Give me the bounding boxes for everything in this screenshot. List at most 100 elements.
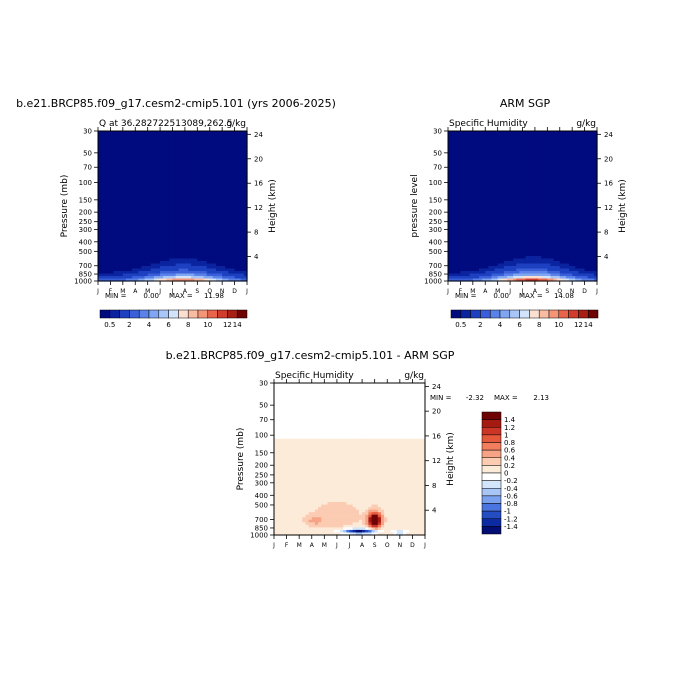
field-cell: [101, 143, 105, 147]
field-cell: [215, 241, 220, 245]
field-cell: [479, 166, 483, 170]
field-cell: [125, 206, 130, 210]
field-cell: [138, 233, 143, 237]
field-cell: [559, 168, 564, 172]
field-cell: [534, 151, 539, 155]
field-cell: [150, 161, 155, 165]
field-cell: [513, 228, 517, 232]
field-cell: [160, 248, 164, 252]
field-cell: [215, 181, 220, 185]
field-cell: [587, 223, 592, 227]
field-cell: [98, 196, 102, 200]
field-cell: [506, 136, 511, 140]
field-cell: [590, 221, 595, 225]
field-cell: [172, 241, 177, 245]
field-cell: [569, 161, 573, 165]
field-cell: [544, 146, 548, 150]
field-cell: [156, 273, 161, 277]
field-cell: [538, 138, 542, 142]
field-cell: [584, 198, 589, 202]
field-cell: [534, 186, 539, 190]
field-cell: [463, 233, 468, 237]
field-cell: [212, 193, 217, 197]
field-cell: [519, 221, 524, 225]
field-cell: [141, 266, 146, 270]
field-cell: [203, 233, 208, 237]
field-cell: [460, 131, 465, 135]
field-cell: [156, 221, 161, 225]
field-cell: [454, 201, 458, 205]
field-cell: [448, 148, 452, 152]
field-cell: [197, 218, 202, 222]
field-cell: [590, 148, 595, 152]
field-cell: [144, 218, 149, 222]
field-cell: [522, 198, 527, 202]
field-cell: [191, 161, 195, 165]
field-cell: [150, 171, 155, 175]
field-cell: [228, 196, 233, 200]
field-cell: [454, 176, 458, 180]
field-cell: [181, 188, 186, 192]
field-cell: [144, 188, 149, 192]
field-cell: [132, 258, 136, 262]
field-cell: [485, 138, 489, 142]
field-cell: [538, 223, 542, 227]
field-cell: [197, 156, 202, 160]
field-cell: [562, 231, 567, 235]
field-cell: [581, 203, 586, 207]
field-cell: [506, 213, 511, 217]
field-cell: [212, 186, 217, 190]
field-cell: [181, 183, 186, 187]
field-cell: [132, 251, 136, 255]
field-cell: [234, 216, 239, 220]
field-cell: [101, 253, 105, 257]
field-cell: [448, 146, 452, 150]
field-cell: [556, 193, 561, 197]
field-cell: [200, 213, 205, 217]
field-cell: [243, 161, 248, 165]
field-cell: [497, 216, 502, 220]
field-cell: [160, 178, 164, 182]
field-cell: [516, 211, 520, 215]
field-cell: [503, 133, 508, 137]
field-cell: [525, 201, 530, 205]
field-cell: [197, 181, 202, 185]
field-cell: [460, 201, 465, 205]
field-cell: [119, 236, 124, 240]
field-cell: [525, 203, 530, 207]
field-cell: [203, 141, 208, 145]
field-cell: [184, 131, 189, 135]
field-cell: [222, 193, 226, 197]
field-cell: [547, 163, 552, 167]
field-cell: [519, 186, 524, 190]
field-cell: [556, 221, 561, 225]
field-cell: [144, 258, 149, 262]
field-cell: [113, 168, 118, 172]
field-cell: [228, 143, 233, 147]
field-cell: [234, 253, 239, 257]
field-cell: [243, 191, 248, 195]
field-cell: [194, 248, 198, 252]
field-cell: [212, 276, 217, 280]
field-cell: [194, 223, 198, 227]
field-cell: [166, 231, 170, 235]
field-cell: [593, 181, 598, 185]
field-cell: [203, 208, 208, 212]
field-cell: [547, 216, 552, 220]
field-cell: [175, 176, 180, 180]
field-cell: [531, 171, 536, 175]
field-cell: [541, 188, 545, 192]
field-cell: [122, 208, 127, 212]
field-cell: [538, 186, 542, 190]
field-cell: [491, 206, 496, 210]
field-cell: [184, 221, 189, 225]
field-cell: [219, 131, 223, 135]
field-cell: [113, 141, 118, 145]
field-cell: [212, 138, 217, 142]
field-cell: [113, 256, 118, 260]
field-cell: [156, 178, 161, 182]
field-cell: [144, 213, 149, 217]
field-cell: [237, 228, 242, 232]
field-cell: [107, 148, 112, 152]
field-cell: [200, 178, 205, 182]
